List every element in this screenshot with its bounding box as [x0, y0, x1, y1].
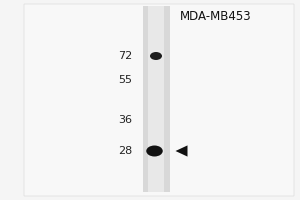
- Text: 72: 72: [118, 51, 132, 61]
- Polygon shape: [176, 145, 188, 157]
- Ellipse shape: [150, 52, 162, 60]
- Text: 36: 36: [118, 115, 132, 125]
- Text: 55: 55: [118, 75, 132, 85]
- Ellipse shape: [146, 146, 163, 156]
- Bar: [148, 6, 164, 192]
- Bar: [142, 6, 170, 192]
- Text: 28: 28: [118, 146, 132, 156]
- Text: MDA-MB453: MDA-MB453: [180, 10, 252, 23]
